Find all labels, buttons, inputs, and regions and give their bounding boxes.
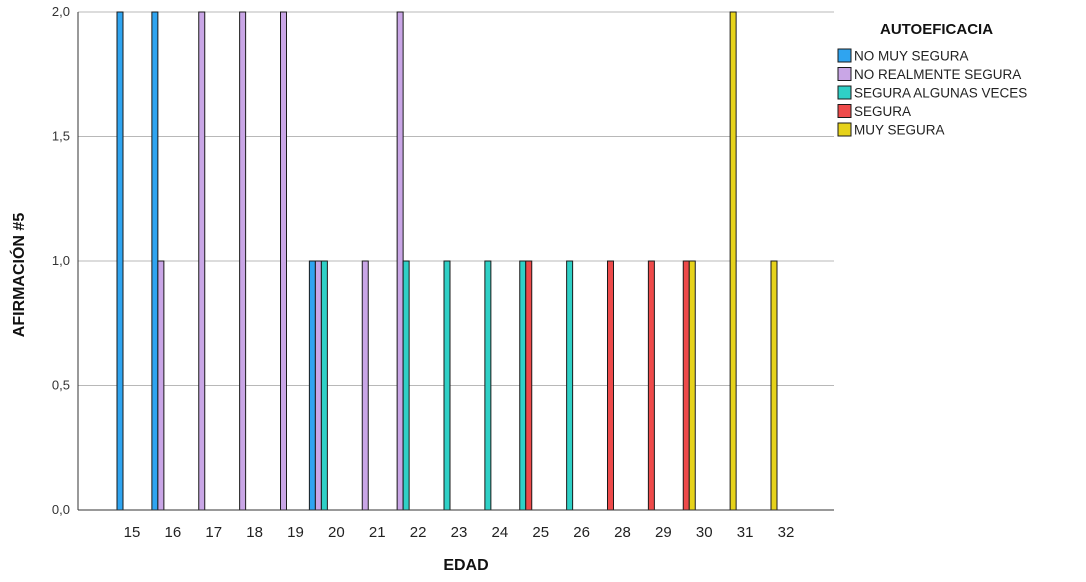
axes [77,12,834,511]
legend-label: SEGURA [854,104,911,119]
bar [443,260,451,511]
legend: AUTOEFICACIA NO MUY SEGURA NO REALMENTE S… [837,21,1027,138]
bar [647,260,655,511]
legend-swatch [837,104,852,118]
legend-title: AUTOEFICACIA [880,21,993,38]
x-tick-label: 16 [165,524,182,541]
bar [484,260,492,511]
bar [308,260,316,511]
bar [402,260,410,511]
x-tick-label: 18 [246,524,263,541]
x-axis-title: EDAD [443,557,488,574]
x-tick-labels: 15 16 17 18 19 20 21 22 23 24 25 26 28 29 30 31 32 [124,524,795,541]
legend-swatch [837,85,852,100]
bar [688,260,696,511]
bar [519,260,527,511]
bar [729,11,737,511]
x-tick-label: 26 [573,524,590,541]
bar [607,260,614,511]
bar [396,11,404,511]
bar [280,11,287,511]
y-tick-label: 1,0 [52,253,70,268]
bar [770,260,778,511]
legend-label: MUY SEGURA [854,123,945,138]
bar [157,260,165,511]
x-tick-label: 20 [328,524,345,541]
x-tick-label: 25 [532,524,549,541]
bar [239,11,247,511]
x-tick-label: 17 [205,524,222,541]
x-tick-label: 19 [287,524,304,541]
x-tick-label: 28 [614,524,631,541]
gridlines [78,11,834,386]
bar [566,260,574,511]
x-tick-label: 31 [737,524,754,541]
y-tick-label: 0,5 [52,378,70,393]
x-tick-label: 22 [410,524,427,541]
bar [314,260,322,511]
bar [682,260,690,511]
y-tick-label: 2,0 [52,4,70,19]
legend-swatch [837,67,852,81]
y-tick-labels: 0,0 0,5 1,0 1,5 2,0 [52,4,70,517]
y-tick-label: 1,5 [52,129,70,144]
bar [151,11,159,511]
legend-swatch [837,122,852,137]
x-tick-label: 23 [451,524,468,541]
bar [361,260,369,511]
legend-items: NO MUY SEGURA NO REALMENTE SEGURA SEGURA A… [837,48,1027,138]
bar [320,260,328,511]
bar [116,11,124,511]
x-tick-label: 24 [492,524,509,541]
x-tick-label: 30 [696,524,713,541]
x-tick-label: 32 [778,524,795,541]
bar [525,260,533,511]
y-tick-label: 0,0 [52,502,70,517]
x-tick-label: 21 [369,524,386,541]
legend-label: NO REALMENTE SEGURA [854,67,1021,82]
legend-label: SEGURA ALGUNAS VECES [854,86,1027,101]
x-tick-label: 29 [655,524,672,541]
legend-swatch [837,48,852,63]
bar [198,11,206,511]
bars [116,11,778,511]
x-tick-label: 15 [124,524,141,541]
legend-label: NO MUY SEGURA [854,49,969,64]
y-axis-title: AFIRMACIÓN #5 [9,213,28,338]
